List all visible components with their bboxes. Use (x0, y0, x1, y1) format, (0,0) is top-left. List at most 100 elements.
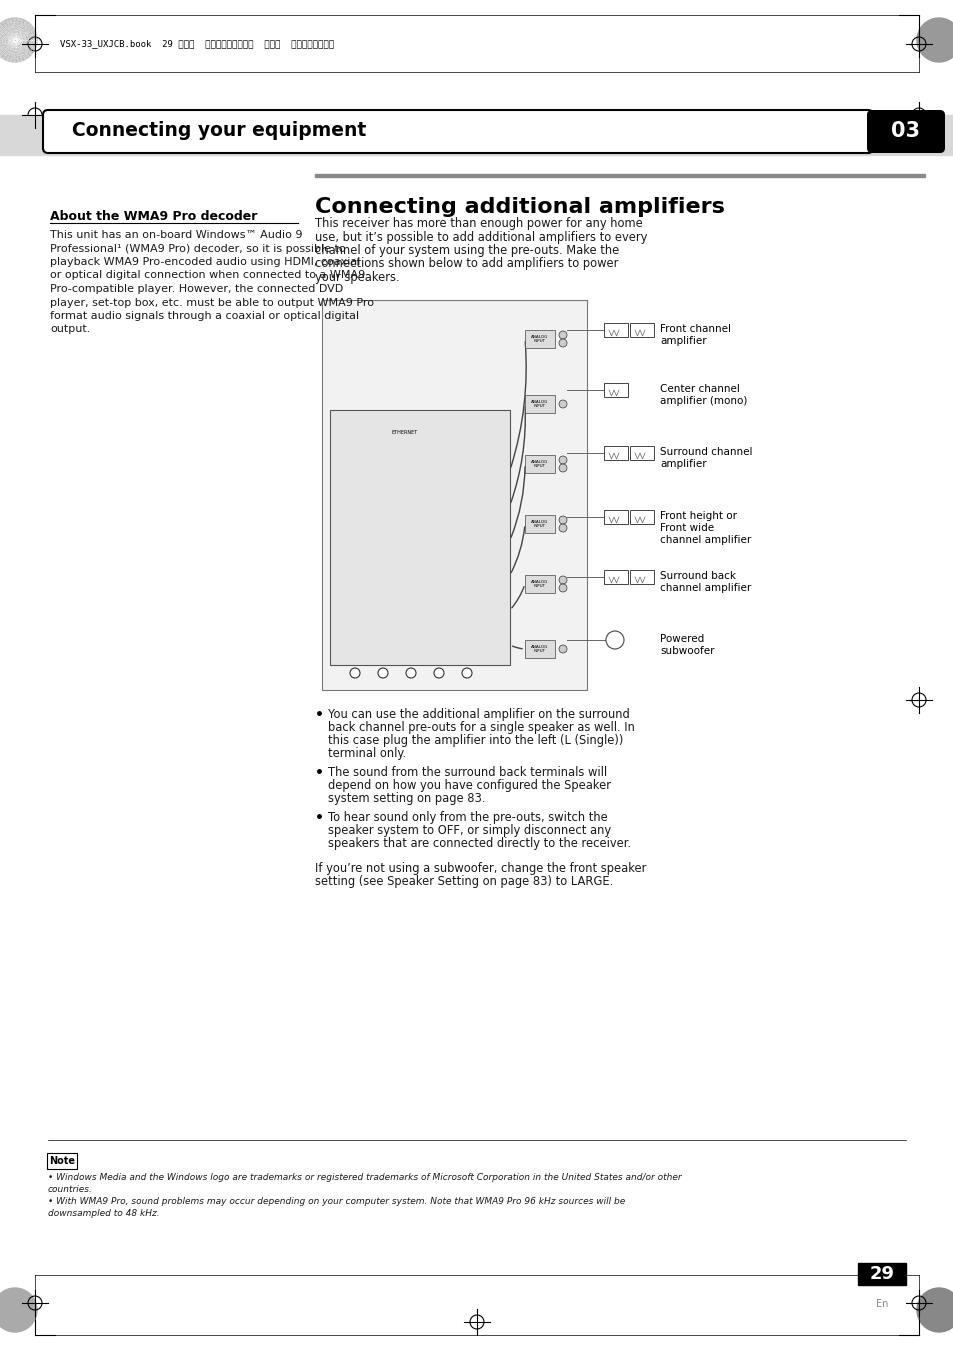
Text: amplifier: amplifier (659, 336, 706, 346)
Circle shape (0, 18, 37, 62)
Circle shape (558, 331, 566, 339)
Text: countries.: countries. (48, 1185, 92, 1193)
Circle shape (558, 516, 566, 524)
Text: channel of your system using the pre-outs. Make the: channel of your system using the pre-out… (314, 244, 618, 256)
FancyBboxPatch shape (603, 323, 627, 338)
Circle shape (558, 339, 566, 347)
Circle shape (605, 630, 623, 649)
Text: If you’re not using a subwoofer, change the front speaker: If you’re not using a subwoofer, change … (314, 863, 646, 875)
Circle shape (558, 456, 566, 464)
Text: 29: 29 (868, 1265, 894, 1282)
Bar (524, 575, 555, 593)
Text: output.: output. (50, 324, 91, 335)
Text: subwoofer: subwoofer (659, 647, 714, 656)
Text: Connecting additional amplifiers: Connecting additional amplifiers (314, 197, 724, 217)
Circle shape (558, 645, 566, 653)
Text: system setting on page 83.: system setting on page 83. (328, 792, 485, 805)
Text: This receiver has more than enough power for any home: This receiver has more than enough power… (314, 217, 642, 230)
FancyBboxPatch shape (603, 446, 627, 460)
Text: En: En (875, 1299, 887, 1310)
Text: About the WMA9 Pro decoder: About the WMA9 Pro decoder (50, 211, 257, 223)
Text: connections shown below to add amplifiers to power: connections shown below to add amplifier… (314, 258, 618, 270)
Text: Pro-compatible player. However, the connected DVD: Pro-compatible player. However, the conn… (50, 284, 343, 294)
FancyBboxPatch shape (866, 109, 944, 153)
FancyBboxPatch shape (603, 383, 627, 397)
Text: You can use the additional amplifier on the surround: You can use the additional amplifier on … (328, 707, 629, 721)
Text: Professional¹ (WMA9 Pro) decoder, so it is possible to: Professional¹ (WMA9 Pro) decoder, so it … (50, 243, 345, 254)
Text: Note: Note (49, 1156, 75, 1166)
Text: VSX-33_UXJCB.book  29 ページ  ２０１０年３月９日  火曜日  午前１０時３９分: VSX-33_UXJCB.book 29 ページ ２０１０年３月９日 火曜日 午… (60, 39, 334, 49)
Circle shape (558, 585, 566, 593)
Text: • Windows Media and the Windows logo are trademarks or registered trademarks of : • Windows Media and the Windows logo are… (48, 1173, 680, 1183)
Bar (314, 174, 924, 177)
Text: ANALOG
INPUT: ANALOG INPUT (531, 579, 548, 589)
Bar (524, 514, 555, 533)
Circle shape (916, 18, 953, 62)
Circle shape (461, 668, 472, 678)
Circle shape (0, 1288, 37, 1332)
Text: playback WMA9 Pro-encoded audio using HDMI, coaxial: playback WMA9 Pro-encoded audio using HD… (50, 256, 360, 267)
Text: To hear sound only from the pre-outs, switch the: To hear sound only from the pre-outs, sw… (328, 811, 607, 824)
Text: The sound from the surround back terminals will: The sound from the surround back termina… (328, 765, 606, 779)
Circle shape (377, 668, 388, 678)
Circle shape (558, 400, 566, 408)
Text: Powered: Powered (659, 634, 703, 644)
Text: terminal only.: terminal only. (328, 747, 406, 760)
Bar (524, 640, 555, 657)
Bar (857, 1264, 905, 1285)
Circle shape (406, 668, 416, 678)
Text: Front wide: Front wide (659, 522, 714, 533)
Text: channel amplifier: channel amplifier (659, 535, 750, 545)
Text: your speakers.: your speakers. (314, 271, 399, 284)
FancyBboxPatch shape (629, 570, 654, 585)
Text: ANALOG
INPUT: ANALOG INPUT (531, 520, 548, 528)
Circle shape (558, 576, 566, 585)
Text: format audio signals through a coaxial or optical digital: format audio signals through a coaxial o… (50, 310, 358, 321)
Text: back channel pre-outs for a single speaker as well. In: back channel pre-outs for a single speak… (328, 721, 634, 734)
Text: ANALOG
INPUT: ANALOG INPUT (531, 400, 548, 408)
Text: channel amplifier: channel amplifier (659, 583, 750, 593)
Text: This unit has an on-board Windows™ Audio 9: This unit has an on-board Windows™ Audio… (50, 230, 302, 240)
Circle shape (350, 668, 359, 678)
Text: speakers that are connected directly to the receiver.: speakers that are connected directly to … (328, 837, 631, 850)
Text: ANALOG
INPUT: ANALOG INPUT (531, 460, 548, 468)
Bar (524, 396, 555, 413)
FancyBboxPatch shape (43, 109, 872, 153)
Text: Front height or: Front height or (659, 512, 737, 521)
Text: Front channel: Front channel (659, 324, 730, 333)
Text: depend on how you have configured the Speaker: depend on how you have configured the Sp… (328, 779, 610, 792)
Text: downsampled to 48 kHz.: downsampled to 48 kHz. (48, 1210, 159, 1218)
Bar (0, 115, 953, 155)
Text: use, but it’s possible to add additional amplifiers to every: use, but it’s possible to add additional… (314, 231, 647, 243)
Circle shape (558, 524, 566, 532)
Bar (330, 410, 510, 666)
Text: this case plug the amplifier into the left (L (Single)): this case plug the amplifier into the le… (328, 734, 622, 747)
Text: ANALOG
INPUT: ANALOG INPUT (531, 645, 548, 653)
FancyBboxPatch shape (47, 1153, 77, 1169)
Circle shape (916, 1288, 953, 1332)
Text: 03: 03 (890, 122, 920, 140)
FancyBboxPatch shape (629, 323, 654, 338)
Text: Surround channel: Surround channel (659, 447, 752, 458)
FancyBboxPatch shape (629, 510, 654, 524)
Text: amplifier (mono): amplifier (mono) (659, 396, 746, 406)
Text: or optical digital connection when connected to a WMA9: or optical digital connection when conne… (50, 270, 365, 281)
Text: ETHERNET: ETHERNET (392, 431, 417, 435)
Text: Connecting your equipment: Connecting your equipment (71, 122, 366, 140)
Text: player, set-top box, etc. must be able to output WMA9 Pro: player, set-top box, etc. must be able t… (50, 297, 374, 308)
Text: speaker system to OFF, or simply disconnect any: speaker system to OFF, or simply disconn… (328, 824, 611, 837)
Text: Surround back: Surround back (659, 571, 735, 580)
Text: • With WMA9 Pro, sound problems may occur depending on your computer system. Not: • With WMA9 Pro, sound problems may occu… (48, 1197, 624, 1206)
FancyBboxPatch shape (603, 510, 627, 524)
Bar (524, 455, 555, 472)
Circle shape (558, 464, 566, 472)
FancyBboxPatch shape (603, 570, 627, 585)
Text: setting (see Speaker Setting on page 83) to LARGE.: setting (see Speaker Setting on page 83)… (314, 875, 613, 888)
Bar (524, 329, 555, 348)
FancyBboxPatch shape (629, 446, 654, 460)
Circle shape (434, 668, 443, 678)
Text: amplifier: amplifier (659, 459, 706, 468)
Text: Center channel: Center channel (659, 383, 740, 394)
Bar (322, 300, 586, 690)
Text: ANALOG
INPUT: ANALOG INPUT (531, 335, 548, 343)
